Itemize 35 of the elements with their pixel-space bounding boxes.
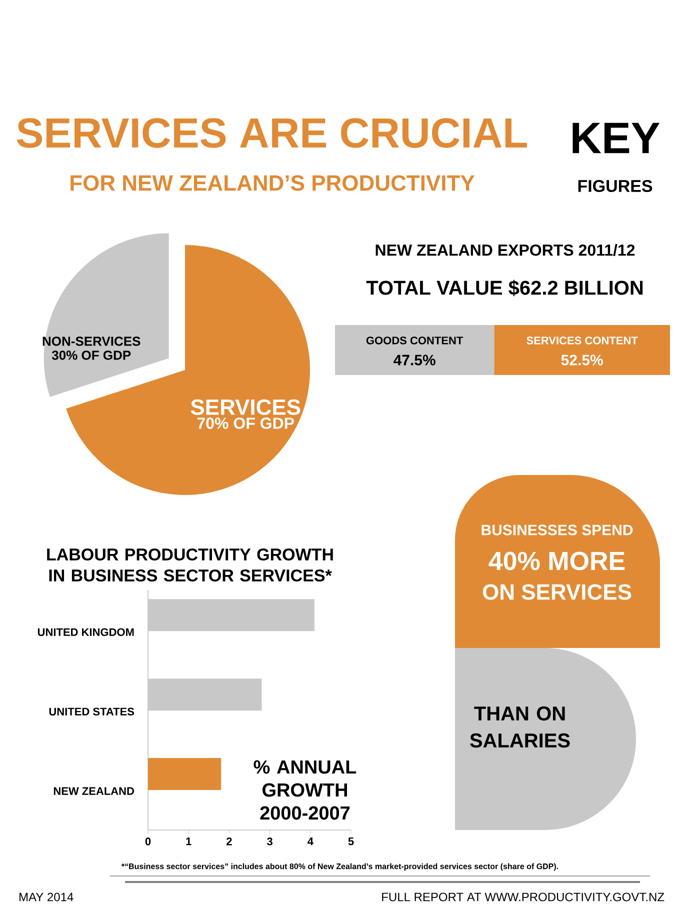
text: BUSINESSES SPEND bbox=[482, 524, 633, 536]
text: MAY 2014 bbox=[20, 892, 74, 902]
y-tick-label: UNITED STATES bbox=[49, 708, 134, 716]
text: FIGURES bbox=[578, 180, 652, 192]
x-tick-label: 5 bbox=[348, 838, 354, 846]
y-tick-label: NEW ZEALAND bbox=[54, 787, 134, 795]
chart-subtitle: TOTAL VALUE $62.2 BILLION bbox=[366, 280, 643, 296]
text: 40% MORE bbox=[488, 552, 625, 570]
x-tick-label: 4 bbox=[308, 838, 314, 846]
bar bbox=[148, 758, 222, 790]
data-label: 52.5% bbox=[561, 354, 603, 366]
x-tick-label: 1 bbox=[186, 838, 192, 846]
chart-title: LABOUR PRODUCTIVITY GROWTH IN BUSINESS SECTOR SERVICES* bbox=[47, 548, 333, 582]
slice-label: NON-SERVICES bbox=[42, 336, 140, 346]
text: SERVICES ARE CRUCIAL bbox=[16, 118, 527, 148]
text: KEY bbox=[572, 122, 660, 154]
series-label: GOODS CONTENT bbox=[366, 336, 464, 344]
slice-label: SERVICES bbox=[190, 399, 300, 415]
chart-title: NEW ZEALAND EXPORTS 2011/12 bbox=[376, 244, 635, 256]
text: FULL REPORT AT WWW.PRODUCTIVITY.GOVT.NZ bbox=[382, 892, 664, 902]
bar bbox=[148, 599, 314, 632]
x-tick-label: 3 bbox=[266, 838, 272, 846]
text: ON SERVICES bbox=[482, 584, 632, 600]
x-tick-label: 0 bbox=[145, 838, 151, 846]
text: FOR NEW ZEALAND’S PRODUCTIVITY bbox=[70, 175, 475, 191]
data-label: 47.5% bbox=[394, 354, 436, 366]
x-tick-label: 2 bbox=[226, 838, 232, 846]
text: THAN ON SALARIES bbox=[470, 706, 570, 748]
text: *“Business sector services” includes about 80% of New Zealand’s market-provided services sector (share of GDP). bbox=[121, 863, 558, 871]
data-label: 70% OF GDP bbox=[197, 418, 294, 429]
bar bbox=[148, 678, 262, 711]
data-label: 30% OF GDP bbox=[52, 350, 131, 360]
series-label: SERVICES CONTENT bbox=[526, 336, 638, 344]
annotation: % ANNUAL GROWTH 2000-2007 bbox=[254, 760, 356, 820]
y-tick-label: UNITED KINGDOM bbox=[38, 628, 134, 636]
